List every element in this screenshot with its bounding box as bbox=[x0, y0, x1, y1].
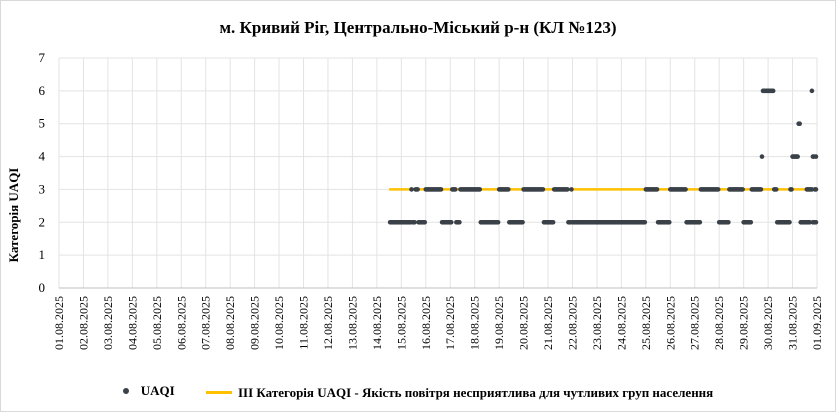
uaqi-point bbox=[506, 187, 511, 192]
x-tick-label: 01.09.2025 bbox=[810, 296, 824, 350]
x-tick-label: 01.08.2025 bbox=[52, 296, 66, 350]
x-tick-label: 06.08.2025 bbox=[174, 296, 188, 350]
uaqi-point bbox=[415, 187, 420, 192]
uaqi-point bbox=[726, 219, 731, 225]
uaqi-point bbox=[654, 187, 660, 192]
uaqi-points-layer bbox=[387, 88, 819, 225]
x-tick-labels: 01.08.2025 02.08.2025 03.08.2025 04.08.2025… bbox=[52, 296, 824, 350]
legend-item-threshold: ІІІ Категорія UAQI - Якість повітря несп… bbox=[205, 384, 714, 401]
legend-label-uaqi: UAQI bbox=[140, 383, 175, 398]
grid-layer bbox=[58, 57, 818, 289]
x-tick-label: 31.08.2025 bbox=[786, 296, 800, 350]
x-tick-label: 27.08.2025 bbox=[688, 296, 702, 350]
y-tick-label: 3 bbox=[39, 181, 46, 196]
uaqi-point bbox=[520, 219, 525, 225]
uaqi-point bbox=[797, 121, 802, 127]
x-tick-label: 21.08.2025 bbox=[541, 296, 555, 350]
x-tick-label: 22.08.2025 bbox=[565, 296, 579, 350]
chart-title: м. Кривий Ріг, Центрально-Міський р-н (К… bbox=[219, 18, 617, 37]
uaqi-point bbox=[809, 88, 815, 94]
x-tick-label: 29.08.2025 bbox=[737, 296, 751, 350]
uaqi-point bbox=[453, 187, 458, 192]
x-tick-label: 26.08.2025 bbox=[663, 296, 677, 350]
y-tick-label: 5 bbox=[39, 116, 46, 131]
x-tick-label: 10.08.2025 bbox=[272, 296, 286, 350]
uaqi-point bbox=[540, 187, 546, 192]
uaqi-point bbox=[758, 187, 764, 192]
uaqi-point bbox=[565, 187, 570, 192]
uaqi-point bbox=[795, 154, 800, 159]
y-tick-label: 6 bbox=[39, 83, 46, 98]
x-tick-label: 23.08.2025 bbox=[590, 296, 604, 350]
uaqi-point bbox=[495, 219, 501, 225]
x-tick-label: 05.08.2025 bbox=[150, 296, 164, 350]
x-tick-label: 07.08.2025 bbox=[199, 296, 213, 350]
y-tick-label: 1 bbox=[39, 247, 46, 262]
legend-marker-threshold bbox=[205, 391, 232, 394]
y-tick-label: 7 bbox=[39, 50, 46, 65]
uaqi-point bbox=[666, 219, 672, 225]
uaqi-point bbox=[457, 219, 462, 225]
uaqi-point bbox=[770, 88, 776, 94]
uaqi-point bbox=[759, 154, 765, 159]
uaqi-point bbox=[569, 187, 574, 192]
uaqi-point bbox=[813, 187, 819, 192]
uaqi-point bbox=[683, 187, 688, 192]
uaqi-point bbox=[409, 187, 414, 192]
uaqi-point bbox=[642, 219, 648, 225]
y-tick-label: 0 bbox=[39, 280, 46, 295]
uaqi-point bbox=[422, 219, 428, 225]
y-tick-labels: 0 1 2 3 4 5 6 7 bbox=[39, 50, 46, 295]
x-tick-label: 03.08.2025 bbox=[101, 296, 115, 350]
x-tick-label: 04.08.2025 bbox=[125, 296, 139, 350]
uaqi-point bbox=[748, 219, 754, 225]
uaqi-point bbox=[715, 187, 721, 192]
uaqi-point bbox=[813, 154, 819, 159]
legend-marker-uaqi bbox=[122, 388, 129, 394]
x-tick-label: 30.08.2025 bbox=[761, 296, 775, 350]
x-tick-label: 14.08.2025 bbox=[370, 296, 384, 350]
uaqi-point bbox=[477, 187, 483, 192]
uaqi-point bbox=[697, 219, 703, 225]
legend: UAQI ІІІ Категорія UAQI - Якість повітря… bbox=[0, 382, 836, 401]
x-tick-label: 18.08.2025 bbox=[468, 296, 482, 350]
x-tick-label: 02.08.2025 bbox=[76, 296, 90, 350]
uaqi-point bbox=[438, 187, 444, 192]
uaqi-point bbox=[448, 219, 454, 225]
legend-item-uaqi: UAQI bbox=[122, 383, 175, 399]
x-tick-label: 11.08.2025 bbox=[297, 296, 311, 350]
x-tick-label: 13.08.2025 bbox=[345, 296, 359, 350]
x-tick-label: 17.08.2025 bbox=[443, 296, 457, 350]
x-tick-label: 08.08.2025 bbox=[223, 296, 237, 350]
uaqi-point bbox=[773, 187, 779, 192]
x-tick-label: 09.08.2025 bbox=[248, 296, 262, 350]
x-tick-label: 12.08.2025 bbox=[321, 296, 335, 350]
uaqi-point bbox=[550, 219, 556, 225]
uaqi-point bbox=[412, 219, 417, 225]
uaqi-point bbox=[787, 219, 792, 225]
uaqi-point bbox=[813, 219, 819, 225]
x-tick-label: 16.08.2025 bbox=[419, 296, 433, 350]
y-tick-label: 4 bbox=[39, 149, 46, 164]
y-tick-label: 2 bbox=[39, 214, 46, 229]
x-tick-label: 28.08.2025 bbox=[712, 296, 726, 350]
x-tick-label: 25.08.2025 bbox=[639, 296, 653, 350]
x-tick-label: 24.08.2025 bbox=[614, 296, 628, 350]
x-tick-label: 20.08.2025 bbox=[517, 296, 531, 350]
x-tick-label: 15.08.2025 bbox=[394, 296, 408, 350]
uaqi-point bbox=[789, 187, 794, 192]
legend-label-threshold: ІІІ Категорія UAQI - Якість повітря несп… bbox=[237, 384, 714, 400]
x-tick-label: 19.08.2025 bbox=[492, 296, 506, 350]
uaqi-point bbox=[740, 187, 745, 192]
